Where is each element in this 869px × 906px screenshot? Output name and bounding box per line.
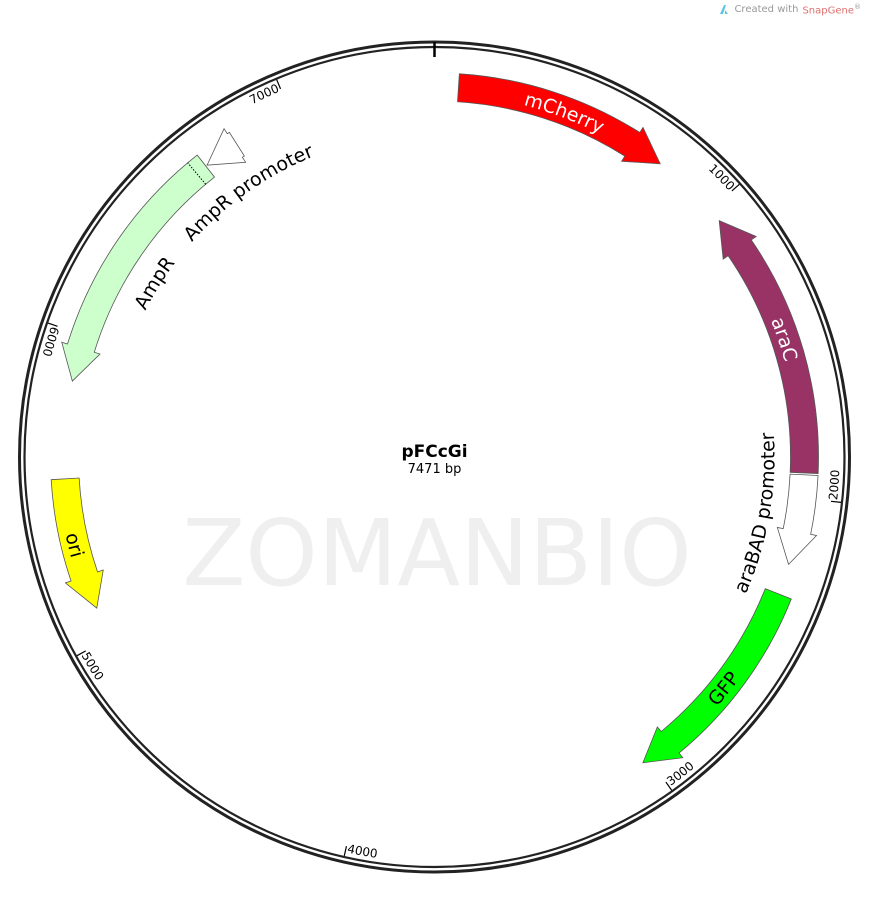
features bbox=[50, 73, 819, 764]
feature-label-path: araBAD promoter bbox=[730, 432, 780, 597]
tick-label-text: 6000 bbox=[40, 325, 62, 358]
plasmid-name: pFCcGi bbox=[401, 442, 467, 462]
credit-brand: SnapGene bbox=[802, 5, 854, 17]
plasmid-length: 7471 bp bbox=[408, 462, 462, 477]
feature-ori[interactable] bbox=[50, 477, 104, 609]
feature-label: araBAD promoter bbox=[730, 432, 780, 597]
snapgene-logo-icon bbox=[720, 5, 729, 15]
tick-label-text: 2000 bbox=[826, 469, 842, 500]
feature-ampr[interactable] bbox=[61, 154, 216, 382]
feature-label: AmpR promoter bbox=[179, 140, 316, 245]
tick-label-text: 4000 bbox=[346, 842, 378, 861]
feature-label: AmpR bbox=[130, 253, 179, 313]
tick-mark bbox=[276, 79, 282, 90]
tick-mark bbox=[343, 846, 348, 857]
feature-gfp[interactable] bbox=[642, 588, 792, 764]
watermark: ZOMANBIO bbox=[182, 500, 691, 607]
feature-mcherry[interactable] bbox=[457, 73, 661, 165]
tick-mark bbox=[731, 183, 740, 192]
credit-suffix: ® bbox=[854, 3, 861, 11]
tick-label: 6000 bbox=[40, 325, 62, 358]
tick-label-text: 1000 bbox=[706, 161, 738, 193]
tick-mark bbox=[47, 322, 58, 327]
feature-arabad-promoter[interactable] bbox=[776, 473, 819, 566]
tick-mark bbox=[76, 650, 87, 657]
feature-arac[interactable] bbox=[718, 220, 819, 474]
feature-label-path: AmpR bbox=[130, 253, 179, 313]
tick-mark bbox=[830, 500, 842, 503]
tick-label: 1000 bbox=[706, 161, 738, 193]
tick-mark bbox=[665, 781, 673, 791]
snapgene-credit: Created with SnapGene® bbox=[719, 3, 861, 16]
tick-label: 4000 bbox=[346, 842, 378, 861]
feature-ampr-promoter[interactable] bbox=[206, 127, 247, 166]
tick-label: 2000 bbox=[826, 469, 842, 500]
credit-prefix: Created with bbox=[734, 4, 799, 16]
feature-label-path: AmpR promoter bbox=[179, 140, 316, 245]
